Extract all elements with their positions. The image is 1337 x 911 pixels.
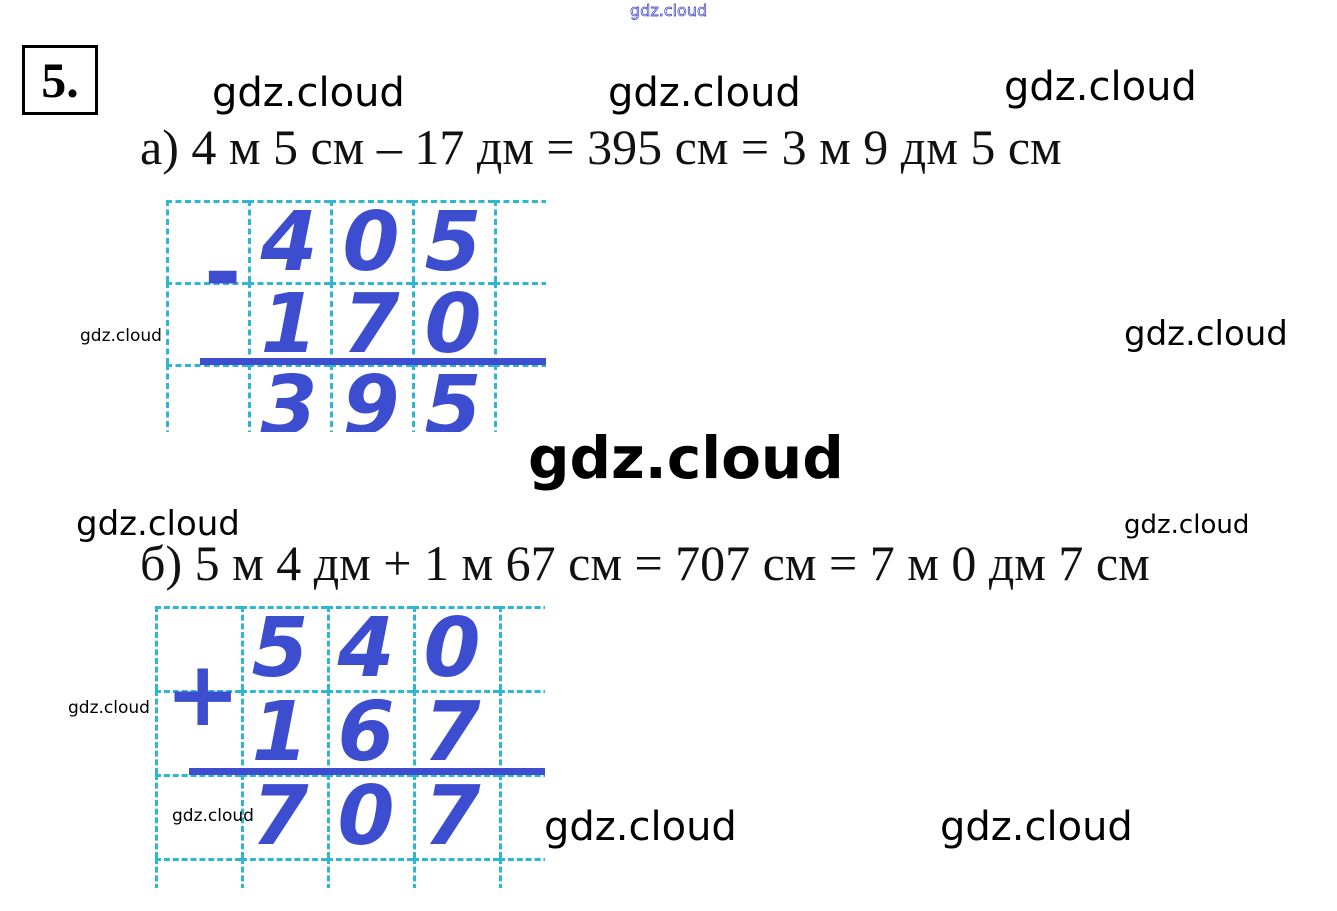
plus-sign: + xyxy=(165,642,241,747)
digit: 5 xyxy=(251,606,309,696)
grid-cell xyxy=(155,606,241,690)
digit: 7 xyxy=(342,277,400,372)
grid-cell xyxy=(494,364,546,432)
grid-cell xyxy=(241,606,327,690)
digit: 0 xyxy=(423,606,481,696)
digit: 9 xyxy=(342,359,400,433)
watermark: gdz.cloud xyxy=(608,70,801,116)
digit: 5 xyxy=(424,200,482,290)
grid-cell xyxy=(330,364,412,432)
watermark: gdz.cloud xyxy=(76,504,240,544)
digit: 0 xyxy=(337,769,395,864)
digit: 4 xyxy=(260,200,318,290)
grid-cell xyxy=(166,282,248,364)
grid-cell xyxy=(155,774,241,858)
grid-cell xyxy=(166,200,248,282)
grid-cell xyxy=(155,858,241,888)
digit: 5 xyxy=(424,359,482,433)
watermark: gdz.cloud xyxy=(80,326,162,346)
watermark: gdz.cloud xyxy=(68,698,150,718)
digit: 1 xyxy=(260,277,318,372)
watermark: gdz.cloud xyxy=(1004,64,1197,110)
grid-cell xyxy=(248,282,330,364)
digit: 7 xyxy=(423,769,481,864)
grid-cell xyxy=(494,200,546,282)
grid-cell xyxy=(499,690,545,774)
equation-b: б) 5 м 4 дм + 1 м 67 см = 707 см = 7 м 0… xyxy=(140,535,1150,591)
column-addition-grid: 5 4 0 1 6 7 7 0 7 + xyxy=(155,606,545,888)
watermark: gdz.cloud xyxy=(172,806,254,826)
grid-cell xyxy=(499,858,545,888)
task-number: 5. xyxy=(22,45,98,115)
watermark: gdz.cloud xyxy=(1124,314,1288,354)
watermark: gdz.cloud xyxy=(1124,510,1250,540)
minus-sign: - xyxy=(204,220,242,325)
grid-cell xyxy=(412,364,494,432)
result-line xyxy=(189,768,545,775)
grid-cell xyxy=(327,858,413,888)
grid-cell xyxy=(241,690,327,774)
digit: 1 xyxy=(251,685,309,780)
grid-cell xyxy=(494,282,546,364)
grid-cell xyxy=(248,364,330,432)
grid-cell xyxy=(413,774,499,858)
digit: 7 xyxy=(251,769,309,864)
digit: 7 xyxy=(423,685,481,780)
grid-cell xyxy=(499,606,545,690)
watermark: gdz.cloud xyxy=(940,804,1133,850)
grid-cell xyxy=(412,282,494,364)
grid-cell xyxy=(413,858,499,888)
grid-cell xyxy=(248,200,330,282)
grid-cell xyxy=(327,690,413,774)
digit: 3 xyxy=(260,359,318,433)
grid-cell xyxy=(413,606,499,690)
watermark: gdz.cloud xyxy=(528,424,844,492)
grid-cell xyxy=(241,774,327,858)
grid-cell xyxy=(413,690,499,774)
result-line xyxy=(200,358,546,365)
watermark: gdz.cloud xyxy=(630,1,708,21)
grid-cell xyxy=(330,200,412,282)
grid-cell xyxy=(155,690,241,774)
digit: 6 xyxy=(337,685,395,780)
grid-cell xyxy=(412,200,494,282)
digit: 0 xyxy=(424,277,482,372)
grid-cell xyxy=(327,774,413,858)
digit: 0 xyxy=(342,200,400,290)
grid-cell xyxy=(327,606,413,690)
grid-cell xyxy=(241,858,327,888)
grid-cell xyxy=(499,774,545,858)
watermark: gdz.cloud xyxy=(544,804,737,850)
watermark: gdz.cloud xyxy=(212,70,405,116)
grid-cell xyxy=(330,282,412,364)
digit: 4 xyxy=(337,606,395,696)
grid-cell xyxy=(166,364,248,432)
equation-a: а) 4 м 5 см – 17 дм = 395 см = 3 м 9 дм … xyxy=(140,119,1062,175)
